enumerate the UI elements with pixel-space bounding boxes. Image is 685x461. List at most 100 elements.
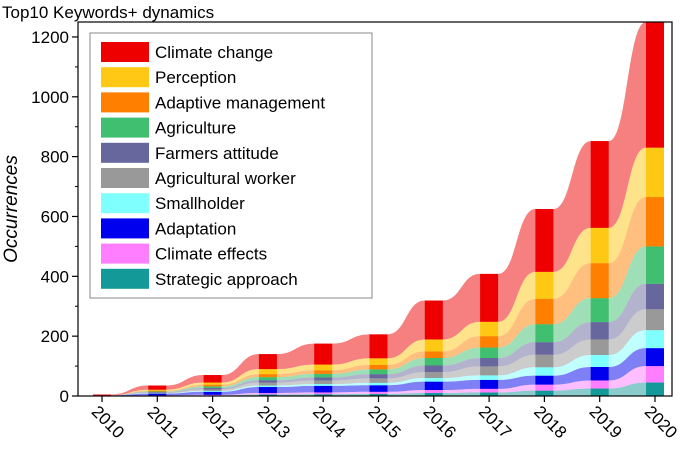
bar-segment-farmers-attitude-2011 <box>148 392 166 393</box>
bar-segment-adaptation-2012 <box>204 392 222 395</box>
x-tick-label: 2012 <box>198 402 238 442</box>
legend-swatch-perception <box>101 67 149 87</box>
bar-segment-smallholder-2020 <box>646 330 664 348</box>
bar-segment-farmers-attitude-2020 <box>646 284 664 309</box>
bar-segment-climate-effects-2020 <box>646 366 664 382</box>
bar-segment-agricultural-worker-2016 <box>425 372 443 378</box>
bar-segment-adaptive-management-2012 <box>204 385 222 387</box>
bar-segment-perception-2011 <box>148 390 166 391</box>
legend-label: Climate change <box>155 43 273 62</box>
y-tick-label: 1200 <box>31 28 69 47</box>
bar-segment-adaptive-management-2020 <box>646 197 664 246</box>
bar-segment-climate-change-2013 <box>259 354 277 369</box>
legend-label: Smallholder <box>155 194 245 213</box>
legend-label: Adaptation <box>155 219 236 238</box>
bar-segment-farmers-attitude-2012 <box>204 388 222 389</box>
bar-segment-adaptive-management-2013 <box>259 374 277 377</box>
x-tick-label: 2019 <box>585 402 625 442</box>
x-tick-label: 2020 <box>641 402 681 442</box>
y-tick-label: 800 <box>41 148 69 167</box>
bar-segment-farmers-attitude-2017 <box>480 358 498 366</box>
bar-segment-adaptive-management-2019 <box>591 263 609 298</box>
y-tick-label: 1000 <box>31 88 69 107</box>
bar-segment-climate-effects-2018 <box>535 385 553 391</box>
bar-segment-adaptive-management-2018 <box>535 299 553 324</box>
bar-segment-adaptation-2018 <box>535 376 553 385</box>
x-tick-label: 2011 <box>144 402 183 441</box>
bar-segment-agricultural-worker-2018 <box>535 355 553 368</box>
chart-title: Top10 Keywords+ dynamics <box>2 3 214 22</box>
bar-segment-climate-effects-2013 <box>259 393 277 394</box>
x-tick-label: 2015 <box>364 402 404 442</box>
bar-segment-agriculture-2017 <box>480 348 498 358</box>
bar-segment-perception-2016 <box>425 339 443 351</box>
bar-segment-agriculture-2020 <box>646 246 664 283</box>
bar-segment-perception-2020 <box>646 148 664 197</box>
bar-segment-agriculture-2018 <box>535 324 553 342</box>
bar-segment-smallholder-2015 <box>370 383 388 385</box>
bar-segment-agricultural-worker-2011 <box>148 393 166 394</box>
bar-segment-farmers-attitude-2014 <box>314 377 332 380</box>
legend-swatch-farmers-attitude <box>101 143 149 163</box>
bar-segment-strategic-approach-2019 <box>591 389 609 396</box>
x-tick-label: 2018 <box>530 402 570 442</box>
bar-segment-perception-2017 <box>480 322 498 336</box>
legend-swatch-strategic-approach <box>101 269 149 289</box>
bar-segment-climate-change-2019 <box>591 141 609 228</box>
bar-segment-farmers-attitude-2018 <box>535 342 553 355</box>
legend-label: Agriculture <box>155 119 236 138</box>
bar-segment-farmers-attitude-2019 <box>591 322 609 339</box>
bar-segment-adaptive-management-2015 <box>370 365 388 369</box>
legend-label: Climate effects <box>155 245 267 264</box>
bar-segment-adaptation-2014 <box>314 386 332 393</box>
bar-segment-farmers-attitude-2016 <box>425 365 443 372</box>
bar-segment-agricultural-worker-2012 <box>204 389 222 390</box>
bar-segment-smallholder-2018 <box>535 367 553 375</box>
bar-segment-adaptation-2016 <box>425 382 443 390</box>
y-tick-label: 0 <box>60 387 69 406</box>
bar-segment-agricultural-worker-2013 <box>259 383 277 386</box>
x-tick-label: 2010 <box>88 402 128 442</box>
bar-segment-smallholder-2017 <box>480 375 498 379</box>
bar-segment-climate-change-2016 <box>425 301 443 340</box>
bar-segment-agriculture-2015 <box>370 369 388 374</box>
bar-segment-adaptive-management-2011 <box>148 391 166 392</box>
bar-segment-adaptation-2017 <box>480 380 498 389</box>
legend-swatch-smallholder <box>101 193 149 213</box>
bar-segment-climate-change-2017 <box>480 274 498 322</box>
bar-segment-agriculture-2014 <box>314 374 332 378</box>
y-tick-label: 400 <box>41 267 69 286</box>
legend-label: Agricultural worker <box>155 169 296 188</box>
x-tick-label: 2016 <box>420 402 460 442</box>
bar-segment-adaptation-2013 <box>259 387 277 393</box>
bar-segment-farmers-attitude-2013 <box>259 380 277 382</box>
bar-segment-smallholder-2019 <box>591 355 609 367</box>
bar-segment-perception-2012 <box>204 383 222 385</box>
bar-segment-smallholder-2016 <box>425 378 443 382</box>
bar-segment-adaptive-management-2016 <box>425 351 443 358</box>
y-axis-label: Occurrences <box>1 155 22 263</box>
bar-segment-agricultural-worker-2019 <box>591 339 609 355</box>
bar-segment-agriculture-2019 <box>591 298 609 322</box>
x-tick-label: 2013 <box>254 402 294 442</box>
bar-segment-adaptive-management-2017 <box>480 336 498 347</box>
bar-segment-climate-effects-2016 <box>425 390 443 393</box>
bar-segment-adaptation-2011 <box>148 394 166 396</box>
bar-segment-climate-change-2012 <box>204 375 222 382</box>
x-tick-label: 2014 <box>309 402 349 442</box>
bar-segment-climate-effects-2014 <box>314 392 332 394</box>
bar-segment-agriculture-2011 <box>148 392 166 393</box>
bar-segment-farmers-attitude-2015 <box>370 374 388 378</box>
legend-swatch-agriculture <box>101 118 149 138</box>
bar-segment-climate-effects-2017 <box>480 389 498 393</box>
bar-segment-agricultural-worker-2017 <box>480 366 498 375</box>
bar-segment-strategic-approach-2020 <box>646 383 664 396</box>
bar-segment-climate-effects-2015 <box>370 392 388 394</box>
legend-swatch-climate-change <box>101 42 149 62</box>
bar-segment-smallholder-2012 <box>204 391 222 392</box>
